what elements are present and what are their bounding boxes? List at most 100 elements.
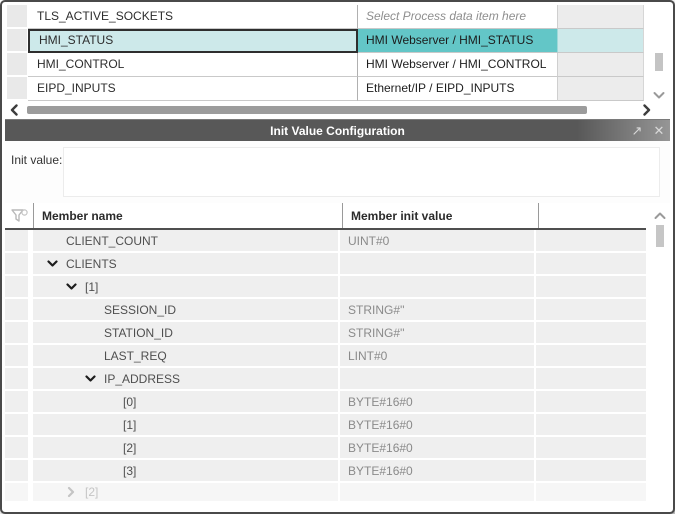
chevron-down-icon[interactable] <box>85 374 104 383</box>
member-name-cell[interactable]: [1] <box>33 276 338 299</box>
indent-spacer <box>33 240 47 241</box>
init-value-input[interactable] <box>63 147 660 197</box>
member-name: [3] <box>123 463 137 478</box>
horizontal-scrollbar-track[interactable] <box>21 103 640 117</box>
member-name-cell[interactable]: CLIENTS <box>33 253 338 276</box>
member-init-value-cell[interactable]: BYTE#16#0 <box>340 391 534 414</box>
variable-name-cell[interactable]: HMI_CONTROL <box>28 53 358 77</box>
process-table-row[interactable]: HMI_CONTROL HMI Webserver / HMI_CONTROL <box>7 53 644 77</box>
member-row[interactable]: [2] <box>5 483 646 503</box>
process-table-row[interactable]: HMI_STATUS HMI Webserver / HMI_STATUS <box>7 29 644 53</box>
process-table-vertical-scrollbar[interactable] <box>652 5 666 101</box>
row-gutter-cell <box>5 253 28 276</box>
empty-cell <box>536 391 646 414</box>
init-value-label: Init value: <box>11 153 63 167</box>
member-row[interactable]: STATION_ID STRING#'' <box>5 322 646 345</box>
member-init-value-cell[interactable]: BYTE#16#0 <box>340 414 534 437</box>
row-gutter-cell <box>5 460 28 483</box>
member-name-cell[interactable]: SESSION_ID <box>33 299 338 322</box>
filter-funnel-icon[interactable] <box>5 203 33 228</box>
init-value-configuration-dialog: Init Value Configuration ↗ ✕ Init value:… <box>5 119 670 509</box>
member-name-cell[interactable]: [0] <box>33 391 338 414</box>
process-table-row[interactable]: EIPD_INPUTS Ethernet/IP / EIPD_INPUTS <box>7 77 644 101</box>
horizontal-scrollbar-thumb[interactable] <box>27 106 587 114</box>
indent-spacer <box>33 492 66 493</box>
member-name-cell[interactable]: [2] <box>33 437 338 460</box>
member-name: IP_ADDRESS <box>104 371 181 386</box>
close-icon[interactable]: ✕ <box>653 122 665 138</box>
empty-cell <box>536 230 646 253</box>
empty-cell <box>536 368 646 391</box>
member-name-cell[interactable]: [2] <box>33 483 338 503</box>
member-name: [1] <box>85 279 99 294</box>
member-row[interactable]: [1] BYTE#16#0 <box>5 414 646 437</box>
column-header-member-name[interactable]: Member name <box>33 203 343 228</box>
member-init-value-cell[interactable]: LINT#0 <box>340 345 534 368</box>
member-name-cell[interactable]: STATION_ID <box>33 322 338 345</box>
row-gutter-cell <box>5 483 28 503</box>
process-data-item-cell[interactable]: Select Process data item here <box>358 5 558 29</box>
empty-cell <box>536 276 646 299</box>
chevron-down-icon[interactable] <box>66 282 85 291</box>
vertical-scrollbar-thumb[interactable] <box>656 225 664 247</box>
process-data-item-cell[interactable]: HMI Webserver / HMI_STATUS <box>358 29 558 53</box>
member-name-cell[interactable]: [3] <box>33 460 338 483</box>
variable-name-cell[interactable]: TLS_ACTIVE_SOCKETS <box>28 5 358 29</box>
member-row[interactable]: [2] BYTE#16#0 <box>5 437 646 460</box>
process-table-row[interactable]: TLS_ACTIVE_SOCKETS Select Process data it… <box>7 5 644 29</box>
member-init-value-cell[interactable]: BYTE#16#0 <box>340 437 534 460</box>
row-gutter-cell <box>5 322 28 345</box>
empty-cell <box>558 5 644 29</box>
member-init-value-cell[interactable] <box>340 253 534 276</box>
scroll-down-icon[interactable] <box>653 87 665 105</box>
member-row[interactable]: [1] <box>5 276 646 299</box>
row-gutter-cell <box>5 414 28 437</box>
member-name: CLIENT_COUNT <box>66 233 159 248</box>
scroll-up-icon[interactable] <box>654 207 666 225</box>
scroll-left-icon[interactable] <box>7 104 21 116</box>
member-init-value-cell[interactable] <box>340 368 534 391</box>
column-header-member-init-value[interactable]: Member init value <box>343 203 539 228</box>
member-row[interactable]: [0] BYTE#16#0 <box>5 391 646 414</box>
process-data-item-cell[interactable]: Ethernet/IP / EIPD_INPUTS <box>358 77 558 101</box>
row-gutter-cell <box>5 230 28 253</box>
chevron-down-icon[interactable] <box>47 259 66 268</box>
member-name-cell[interactable]: IP_ADDRESS <box>33 368 338 391</box>
indent-spacer <box>33 309 85 310</box>
process-data-item-cell[interactable]: HMI Webserver / HMI_CONTROL <box>358 53 558 77</box>
member-row[interactable]: CLIENTS <box>5 253 646 276</box>
member-name: [1] <box>123 417 137 432</box>
chevron-right-icon[interactable] <box>66 486 85 498</box>
member-name-cell[interactable]: [1] <box>33 414 338 437</box>
member-init-value-cell[interactable]: BYTE#16#0 <box>340 460 534 483</box>
member-name-cell[interactable]: LAST_REQ <box>33 345 338 368</box>
member-init-value-cell[interactable]: STRING#'' <box>340 299 534 322</box>
row-gutter-cell <box>7 5 27 29</box>
row-gutter-cell <box>5 391 28 414</box>
member-row[interactable]: IP_ADDRESS <box>5 368 646 391</box>
scroll-right-icon[interactable] <box>640 104 654 116</box>
row-gutter-cell <box>7 77 27 101</box>
empty-cell <box>536 345 646 368</box>
variable-name-cell[interactable]: HMI_STATUS <box>28 29 358 53</box>
member-name: SESSION_ID <box>104 302 177 317</box>
member-table-header: Member name Member init value <box>5 203 646 230</box>
member-init-value-cell[interactable]: UINT#0 <box>340 230 534 253</box>
vertical-scrollbar-thumb[interactable] <box>655 53 663 71</box>
variable-name-cell[interactable]: EIPD_INPUTS <box>28 77 358 101</box>
member-name-cell[interactable]: CLIENT_COUNT <box>33 230 338 253</box>
member-row[interactable]: LAST_REQ LINT#0 <box>5 345 646 368</box>
member-init-value-cell[interactable]: STRING#'' <box>340 322 534 345</box>
dialog-titlebar: Init Value Configuration ↗ ✕ <box>5 119 670 141</box>
member-table-vertical-scrollbar[interactable] <box>652 205 668 507</box>
member-row[interactable]: SESSION_ID STRING#'' <box>5 299 646 322</box>
member-row[interactable]: CLIENT_COUNT UINT#0 <box>5 230 646 253</box>
member-table: Member name Member init value CLIENT_COU… <box>5 203 670 509</box>
member-init-value-cell[interactable] <box>340 483 534 503</box>
process-table-horizontal-scrollbar[interactable] <box>7 103 654 117</box>
member-row[interactable]: [3] BYTE#16#0 <box>5 460 646 483</box>
process-data-pane: TLS_ACTIVE_SOCKETS Select Process data it… <box>5 4 670 117</box>
indent-spacer <box>33 424 104 425</box>
popout-icon[interactable]: ↗ <box>631 122 643 138</box>
member-init-value-cell[interactable] <box>340 276 534 299</box>
